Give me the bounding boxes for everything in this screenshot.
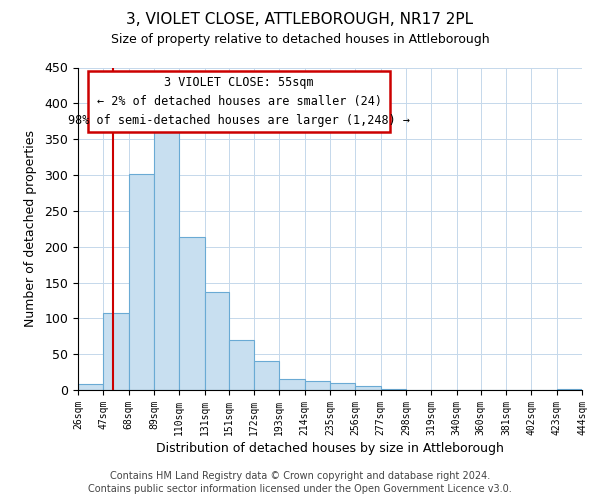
Bar [179, 236, 205, 390]
Bar [229, 340, 254, 390]
X-axis label: Distribution of detached houses by size in Attleborough: Distribution of detached houses by size … [156, 442, 504, 455]
Bar [78, 384, 103, 390]
Bar [305, 380, 330, 390]
Bar [280, 378, 305, 390]
Text: 3, VIOLET CLOSE, ATTLEBOROUGH, NR17 2PL: 3, VIOLET CLOSE, ATTLEBOROUGH, NR17 2PL [127, 12, 473, 28]
Bar [557, 388, 582, 390]
Text: 98% of semi-detached houses are larger (1,248) →: 98% of semi-detached houses are larger (… [68, 114, 410, 127]
Bar [154, 132, 179, 390]
Text: Size of property relative to detached houses in Attleborough: Size of property relative to detached ho… [110, 32, 490, 46]
Bar [205, 292, 229, 390]
Bar [330, 383, 355, 390]
Bar [128, 174, 154, 390]
Bar [355, 386, 380, 390]
Y-axis label: Number of detached properties: Number of detached properties [25, 130, 37, 327]
Bar [254, 362, 280, 390]
Text: 3 VIOLET CLOSE: 55sqm: 3 VIOLET CLOSE: 55sqm [164, 76, 314, 88]
Text: Contains HM Land Registry data © Crown copyright and database right 2024.: Contains HM Land Registry data © Crown c… [110, 471, 490, 481]
Bar [103, 312, 128, 390]
Text: Contains public sector information licensed under the Open Government Licence v3: Contains public sector information licen… [88, 484, 512, 494]
Text: ← 2% of detached houses are smaller (24): ← 2% of detached houses are smaller (24) [97, 95, 382, 108]
FancyBboxPatch shape [88, 70, 391, 132]
